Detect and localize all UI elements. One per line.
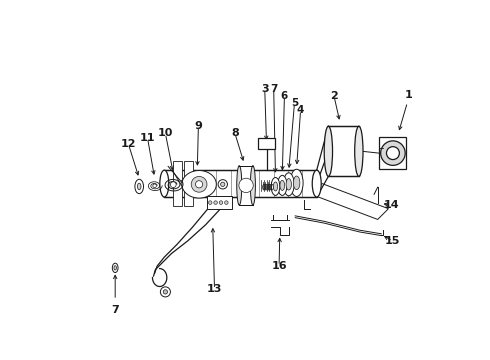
Text: 5: 5 bbox=[291, 98, 298, 108]
Bar bbox=[258, 138, 275, 149]
Ellipse shape bbox=[312, 170, 321, 197]
Text: 14: 14 bbox=[384, 200, 399, 210]
Text: 16: 16 bbox=[271, 261, 287, 271]
Bar bbox=[173, 161, 182, 206]
Text: 9: 9 bbox=[195, 121, 202, 131]
Circle shape bbox=[219, 201, 223, 204]
Text: 2: 2 bbox=[330, 91, 338, 101]
Bar bbox=[239, 166, 253, 205]
Bar bbox=[164, 170, 317, 197]
Ellipse shape bbox=[280, 180, 285, 190]
Ellipse shape bbox=[286, 179, 292, 190]
FancyBboxPatch shape bbox=[207, 196, 232, 210]
Ellipse shape bbox=[355, 126, 363, 176]
Circle shape bbox=[220, 182, 225, 186]
Circle shape bbox=[208, 201, 212, 204]
Text: 6: 6 bbox=[281, 91, 288, 101]
Circle shape bbox=[196, 181, 203, 188]
Circle shape bbox=[218, 180, 227, 189]
Circle shape bbox=[387, 147, 399, 159]
Ellipse shape bbox=[324, 126, 333, 176]
Circle shape bbox=[224, 201, 228, 204]
Circle shape bbox=[163, 290, 168, 294]
Polygon shape bbox=[182, 171, 216, 198]
Ellipse shape bbox=[283, 173, 294, 196]
Circle shape bbox=[171, 182, 176, 188]
Ellipse shape bbox=[271, 177, 280, 195]
Circle shape bbox=[160, 287, 171, 297]
Text: 4: 4 bbox=[297, 105, 304, 115]
Text: 7: 7 bbox=[111, 305, 119, 315]
Text: 15: 15 bbox=[385, 236, 400, 246]
Circle shape bbox=[191, 176, 207, 192]
Text: 7: 7 bbox=[270, 84, 277, 94]
Circle shape bbox=[214, 201, 218, 204]
Ellipse shape bbox=[112, 263, 118, 273]
Ellipse shape bbox=[250, 166, 255, 205]
Circle shape bbox=[381, 141, 405, 165]
Polygon shape bbox=[311, 184, 389, 220]
Ellipse shape bbox=[114, 266, 117, 270]
Ellipse shape bbox=[160, 170, 169, 197]
Text: 8: 8 bbox=[231, 129, 239, 138]
Ellipse shape bbox=[273, 182, 278, 191]
Ellipse shape bbox=[135, 179, 144, 194]
Ellipse shape bbox=[137, 183, 141, 190]
FancyBboxPatch shape bbox=[379, 137, 406, 169]
Text: 12: 12 bbox=[121, 139, 136, 149]
Ellipse shape bbox=[294, 176, 300, 190]
Ellipse shape bbox=[278, 175, 287, 195]
Bar bbox=[184, 161, 193, 206]
Text: 10: 10 bbox=[158, 129, 173, 138]
Text: 3: 3 bbox=[261, 84, 269, 94]
Text: 13: 13 bbox=[207, 284, 222, 294]
Ellipse shape bbox=[290, 169, 303, 197]
Circle shape bbox=[239, 178, 253, 193]
Text: 1: 1 bbox=[405, 90, 413, 100]
Ellipse shape bbox=[237, 166, 242, 205]
Text: 11: 11 bbox=[140, 133, 155, 143]
Bar bbox=[328, 126, 359, 176]
Circle shape bbox=[153, 184, 156, 188]
